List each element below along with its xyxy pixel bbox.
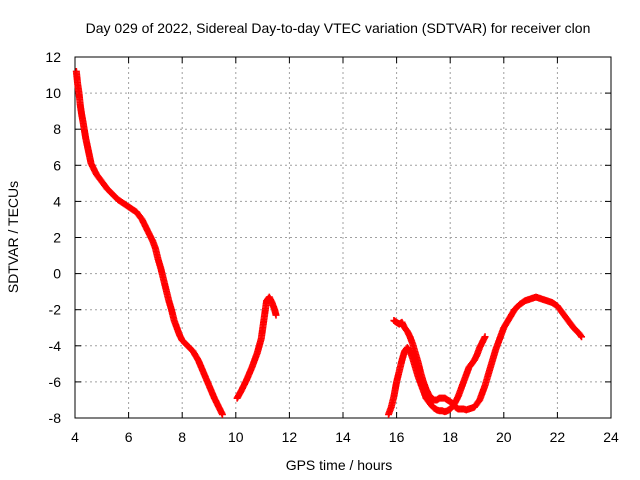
y-tick-label: 12 bbox=[45, 49, 61, 65]
y-tick-label: 10 bbox=[45, 85, 61, 101]
y-tick-label: -6 bbox=[49, 374, 62, 390]
x-tick-label: 20 bbox=[496, 429, 512, 445]
y-tick-label: 8 bbox=[53, 121, 61, 137]
y-tick-label: 0 bbox=[53, 266, 61, 282]
data-points bbox=[72, 67, 586, 418]
data-point bbox=[481, 333, 489, 341]
y-tick-labels: 12 10 8 6 4 2 0 -2 -4 -6 -8 bbox=[45, 49, 61, 426]
grid bbox=[75, 57, 611, 418]
x-tick-label: 10 bbox=[228, 429, 244, 445]
data-point bbox=[578, 333, 586, 341]
y-axis-label: SDTVAR / TECUs bbox=[5, 181, 21, 293]
x-tick-label: 18 bbox=[442, 429, 458, 445]
chart-title: Day 029 of 2022, Sidereal Day-to-day VTE… bbox=[86, 20, 591, 36]
y-tick-label: 4 bbox=[53, 193, 61, 209]
x-tick-labels: 4 6 8 10 12 14 16 18 20 22 24 bbox=[71, 429, 619, 445]
series-arc-2 bbox=[233, 293, 280, 402]
data-point bbox=[577, 332, 585, 340]
x-tick-label: 24 bbox=[603, 429, 619, 445]
x-tick-label: 16 bbox=[389, 429, 405, 445]
y-tick-label: 6 bbox=[53, 157, 61, 173]
series-arc-4 bbox=[390, 293, 586, 414]
data-point bbox=[272, 311, 280, 319]
x-tick-label: 8 bbox=[178, 429, 186, 445]
data-point bbox=[218, 410, 226, 418]
y-tick-label: 2 bbox=[53, 230, 61, 246]
y-tick-label: -2 bbox=[49, 302, 62, 318]
y-tick-label: -4 bbox=[49, 338, 62, 354]
x-axis-label: GPS time / hours bbox=[286, 457, 393, 473]
y-tick-label: -8 bbox=[49, 410, 62, 426]
x-tick-label: 12 bbox=[282, 429, 298, 445]
x-tick-label: 6 bbox=[125, 429, 133, 445]
x-tick-label: 22 bbox=[550, 429, 566, 445]
x-tick-label: 4 bbox=[71, 429, 79, 445]
x-tick-label: 14 bbox=[335, 429, 351, 445]
series-arc-1 bbox=[72, 67, 226, 418]
